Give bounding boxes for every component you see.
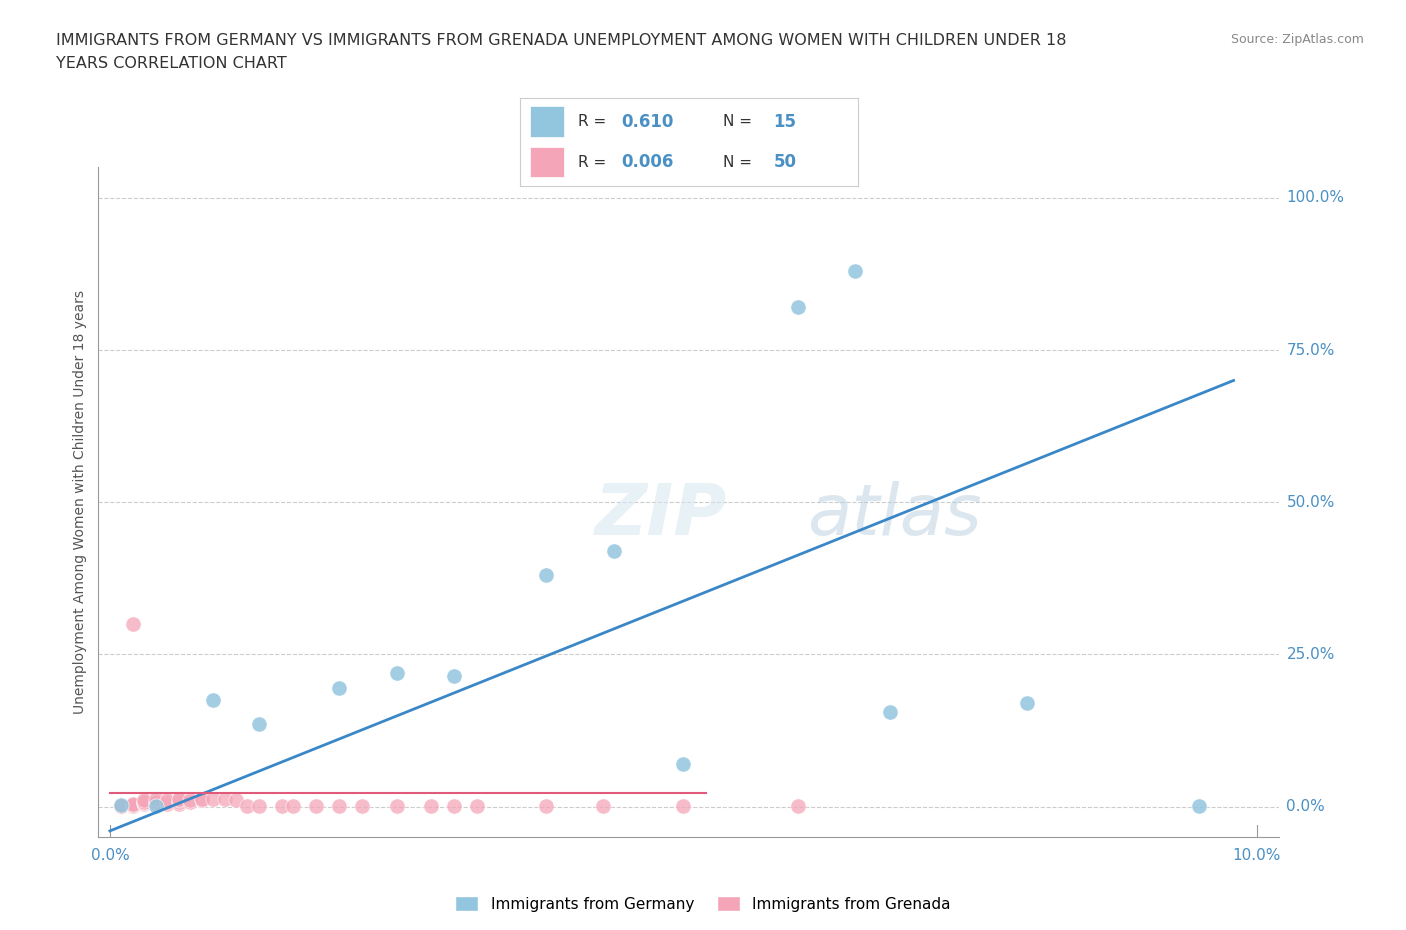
Point [110,799,132,814]
Point [385,799,408,814]
Point [786,799,808,814]
Point [672,756,695,771]
Point [121,798,143,813]
Point [328,799,350,814]
Point [110,799,132,814]
Point [121,799,143,814]
Text: R =: R = [578,154,606,169]
Text: 0.006: 0.006 [621,153,673,171]
Point [121,799,143,814]
Text: N =: N = [723,154,752,169]
Point [167,796,190,811]
Point [603,543,626,558]
Point [1017,696,1039,711]
Text: 0.610: 0.610 [621,113,673,130]
Point [179,794,201,809]
Point [214,791,236,806]
Point [145,795,167,810]
Point [110,799,132,814]
Point [202,791,225,806]
Point [167,791,190,806]
Point [110,799,132,814]
Point [247,717,270,732]
Point [134,793,156,808]
Point [592,799,614,814]
Point [672,799,695,814]
Text: Source: ZipAtlas.com: Source: ZipAtlas.com [1230,33,1364,46]
Text: 10.0%: 10.0% [1232,848,1281,863]
FancyBboxPatch shape [530,107,564,137]
Point [283,799,305,814]
Text: atlas: atlas [807,481,981,550]
Point [844,263,866,278]
FancyBboxPatch shape [530,147,564,177]
Text: N =: N = [723,114,752,129]
Point [156,796,179,811]
Point [1188,799,1211,814]
Text: 100.0%: 100.0% [1286,191,1344,206]
Point [879,705,901,720]
Point [167,793,190,808]
Point [443,669,465,684]
Point [121,617,143,631]
Point [121,799,143,814]
Point [134,794,156,809]
Point [236,799,259,814]
Point [534,799,557,814]
Point [134,795,156,810]
Point [465,799,488,814]
Text: R =: R = [578,114,606,129]
Point [121,797,143,812]
Point [225,793,247,808]
Text: 0.0%: 0.0% [1286,799,1326,814]
Point [145,799,167,814]
Point [420,799,443,814]
Point [145,794,167,809]
Point [270,799,292,814]
Text: YEARS CORRELATION CHART: YEARS CORRELATION CHART [56,56,287,71]
Point [167,795,190,810]
Point [190,793,212,808]
Y-axis label: Unemployment Among Women with Children Under 18 years: Unemployment Among Women with Children U… [73,290,87,714]
Point [134,795,156,810]
Point [328,681,350,696]
Point [156,793,179,808]
Text: 0.0%: 0.0% [90,848,129,863]
Text: ZIP: ZIP [595,481,727,550]
Point [385,665,408,680]
Point [305,799,328,814]
Point [179,792,201,807]
Point [202,693,225,708]
Point [110,799,132,814]
Point [145,797,167,812]
Point [247,799,270,814]
Point [786,300,808,315]
Point [156,795,179,810]
Text: 25.0%: 25.0% [1286,647,1334,662]
Text: 50.0%: 50.0% [1286,495,1334,510]
Text: IMMIGRANTS FROM GERMANY VS IMMIGRANTS FROM GRENADA UNEMPLOYMENT AMONG WOMEN WITH: IMMIGRANTS FROM GERMANY VS IMMIGRANTS FR… [56,33,1067,47]
Point [145,791,167,806]
Point [534,568,557,583]
Point [110,798,132,813]
Text: 75.0%: 75.0% [1286,342,1334,357]
Point [352,799,374,814]
Point [443,799,465,814]
Point [121,796,143,811]
Point [190,791,212,806]
Text: 50: 50 [773,153,796,171]
Text: 15: 15 [773,113,796,130]
Point [134,797,156,812]
Legend: Immigrants from Germany, Immigrants from Grenada: Immigrants from Germany, Immigrants from… [450,889,956,918]
